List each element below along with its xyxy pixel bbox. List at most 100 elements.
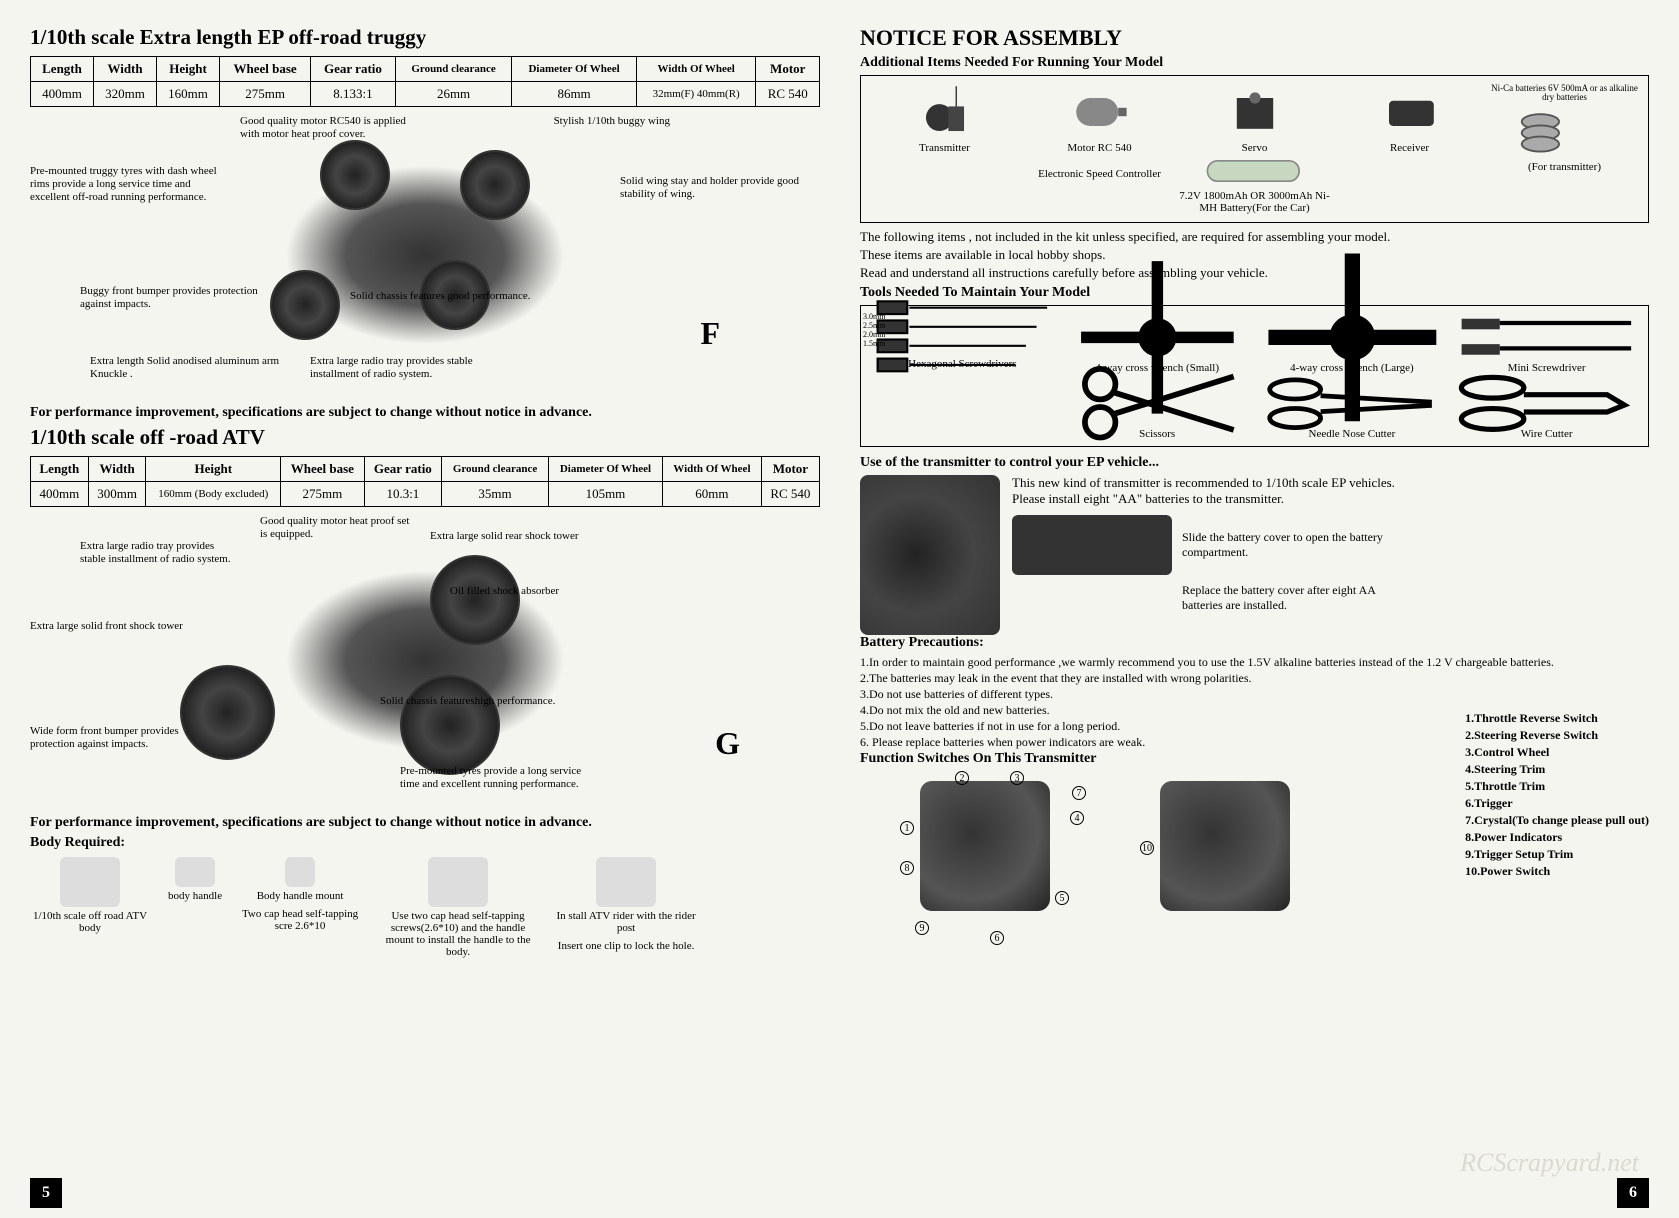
- body-line2: These items are available in local hobby…: [860, 247, 1649, 263]
- num-4: 4: [1070, 811, 1084, 825]
- rider-icon: [596, 857, 656, 907]
- battery-icon: [1179, 154, 1330, 188]
- th: Width Of Wheel: [636, 57, 756, 82]
- th: Width: [94, 57, 157, 82]
- td: 32mm(F) 40mm(R): [636, 82, 756, 107]
- td: 275mm: [281, 482, 364, 507]
- wire-cutter-icon: [1451, 378, 1642, 428]
- callout-rear-tower: Extra large solid rear shock tower: [430, 530, 579, 543]
- th: Motor: [761, 457, 819, 482]
- rider-instr: In stall ATV rider with the rider post: [556, 910, 696, 934]
- tx-slide: Slide the battery cover to open the batt…: [1182, 530, 1402, 560]
- th: Height: [157, 57, 220, 82]
- esc-label: Electronic Speed Controller: [1024, 168, 1175, 180]
- switch-item: 4.Steering Trim: [1465, 762, 1649, 777]
- atv-body-label: 1/10th scale off road ATV body: [30, 910, 150, 934]
- additional-heading: Additional Items Needed For Running Your…: [860, 55, 1649, 71]
- th: Diameter Of Wheel: [548, 457, 662, 482]
- atv-body-icon: [60, 857, 120, 907]
- servo-label: Servo: [1179, 142, 1330, 154]
- transmitter-icon: [869, 84, 1020, 140]
- td: 275mm: [220, 82, 311, 107]
- td: 105mm: [548, 482, 662, 507]
- switch-item: 2.Steering Reverse Switch: [1465, 728, 1649, 743]
- num-8: 8: [900, 861, 914, 875]
- wheel-icon: [400, 675, 500, 775]
- callout-chassis: Solid chassis features good performance.: [350, 290, 550, 303]
- tx-batt-label: (For transmitter): [1489, 161, 1640, 173]
- td: 86mm: [512, 82, 637, 107]
- receiver-icon: [1334, 84, 1485, 140]
- battery-label: 7.2V 1800mAh OR 3000mAh Ni-MH Battery(Fo…: [1179, 190, 1330, 214]
- callout-motor-heat: Good quality motor heat proof set is equ…: [260, 515, 410, 541]
- tx-batt-note: Ni-Ca batteries 6V 500mA or as alkaline …: [1489, 84, 1640, 103]
- body-required-row: 1/10th scale off road ATV body body hand…: [30, 857, 820, 958]
- truggy-spec-table: Length Width Height Wheel base Gear rati…: [30, 56, 820, 107]
- td: RC 540: [761, 482, 819, 507]
- disclaimer-2: For performance improvement, specificati…: [30, 815, 820, 831]
- td: 160mm (Body excluded): [146, 482, 281, 507]
- battery-compartment-icon: [1012, 515, 1172, 575]
- tx-back-icon: [1160, 781, 1290, 911]
- callout-atv-bumper: Wide form front bumper provides protecti…: [30, 725, 220, 751]
- battery-pack-icon: [1489, 103, 1640, 159]
- callout-knuckle: Extra length Solid anodised aluminum arm…: [90, 355, 290, 381]
- switch-item: 9.Trigger Setup Trim: [1465, 847, 1649, 862]
- motor-label: Motor RC 540: [1024, 142, 1175, 154]
- motor-icon: [1024, 84, 1175, 140]
- tx-front-icon: [920, 781, 1050, 911]
- callout-radio-tray: Extra large radio tray provides stable i…: [80, 540, 240, 566]
- switch-item: 6.Trigger: [1465, 796, 1649, 811]
- td: 320mm: [94, 82, 157, 107]
- td: RC 540: [756, 82, 820, 107]
- tx-heading: Use of the transmitter to control your E…: [860, 455, 1649, 471]
- page-number-left: 5: [30, 1178, 62, 1208]
- num-10: 10: [1140, 841, 1154, 855]
- td: 35mm: [442, 482, 549, 507]
- callout-wing-holder: Solid wing stay and holder provide good …: [620, 175, 800, 201]
- switch-item: 10.Power Switch: [1465, 864, 1649, 879]
- hex-size: 2.0mm: [863, 330, 1054, 339]
- precaution-item: 3.Do not use batteries of different type…: [860, 687, 1649, 702]
- hex-size: 3.0mm: [863, 312, 1054, 321]
- handle-icon: [175, 857, 215, 887]
- servo-icon: [1179, 84, 1330, 140]
- callout-wing: Stylish 1/10th buggy wing: [554, 115, 670, 128]
- truggy-title: 1/10th scale Extra length EP off-road tr…: [30, 25, 820, 50]
- num-5: 5: [1055, 891, 1069, 905]
- assembly-icon: [428, 857, 488, 907]
- td: 26mm: [395, 82, 511, 107]
- transmitter-label: Transmitter: [869, 142, 1020, 154]
- th: Width: [88, 457, 146, 482]
- screw-label: Two cap head self-tapping scre 2.6*10: [240, 908, 360, 932]
- th: Wheel base: [281, 457, 364, 482]
- td: 400mm: [31, 82, 94, 107]
- precaution-item: 1.In order to maintain good performance …: [860, 655, 1649, 670]
- switch-list: 1.Throttle Reverse Switch 2.Steering Rev…: [1465, 709, 1649, 881]
- callout-radio: Extra large radio tray provides stable i…: [310, 355, 510, 381]
- handle-mount-label: Body handle mount: [240, 890, 360, 902]
- atv-diagram: Extra large solid front shock tower Extr…: [30, 515, 820, 805]
- precautions-heading: Battery Precautions:: [860, 635, 1649, 651]
- th: Ground clearance: [442, 457, 549, 482]
- num-1: 1: [900, 821, 914, 835]
- handle-label: body handle: [168, 890, 222, 902]
- truggy-diagram: Pre-mounted truggy tyres with dash wheel…: [30, 115, 820, 395]
- num-7: 7: [1072, 786, 1086, 800]
- td: 8.133:1: [311, 82, 396, 107]
- watermark: RCScrapyard.net: [1460, 1148, 1639, 1178]
- th: Motor: [756, 57, 820, 82]
- tx-intro2: Please install eight "AA" batteries to t…: [1012, 491, 1649, 507]
- th: Wheel base: [220, 57, 311, 82]
- td: 400mm: [31, 482, 89, 507]
- callout-tyres: Pre-mounted truggy tyres with dash wheel…: [30, 165, 230, 205]
- th: Length: [31, 57, 94, 82]
- callout-shock: Oil filled shock absorber: [450, 585, 559, 598]
- tx-intro1: This new kind of transmitter is recommen…: [1012, 475, 1649, 491]
- switch-item: 1.Throttle Reverse Switch: [1465, 711, 1649, 726]
- num-9: 9: [915, 921, 929, 935]
- disclaimer-1: For performance improvement, specificati…: [30, 405, 820, 421]
- receiver-label: Receiver: [1334, 142, 1485, 154]
- hex-size: 1.5mm: [863, 339, 1054, 348]
- callout-front-tower: Extra large solid front shock tower: [30, 620, 183, 633]
